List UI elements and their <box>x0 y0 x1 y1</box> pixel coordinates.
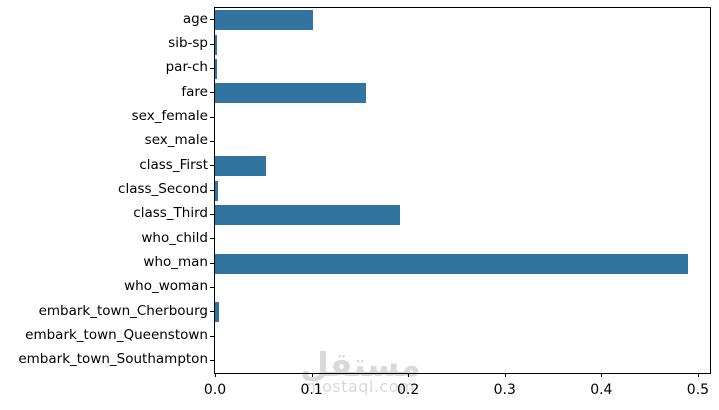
bar-embark_town_Cherbourg <box>215 302 219 323</box>
x-tick-mark <box>601 373 603 377</box>
x-tick-label: 0.2 <box>397 382 420 398</box>
x-tick-label: 0.0 <box>203 382 227 398</box>
bar-who_man <box>215 253 689 274</box>
y-tick-label: age <box>182 10 208 27</box>
y-tick-label: who_man <box>143 254 208 270</box>
bar-class_First <box>215 156 267 177</box>
bars-layer <box>215 8 710 373</box>
y-tick-mark <box>210 286 214 288</box>
y-tick-label: embark_town_Queenstown <box>25 327 208 343</box>
x-tick-mark <box>697 373 699 377</box>
y-tick-mark <box>210 43 214 45</box>
y-tick-mark <box>210 335 214 337</box>
y-tick-label: who_child <box>141 229 208 246</box>
y-tick-label: embark_town_Cherbourg <box>38 302 208 319</box>
y-tick-label: par-ch <box>165 59 208 76</box>
y-tick-label: class_Third <box>133 205 208 222</box>
bar-par-ch <box>215 58 217 79</box>
bar-fare <box>215 83 366 104</box>
y-tick-mark <box>210 116 214 118</box>
bar-age <box>215 10 313 31</box>
y-tick-mark <box>210 238 214 240</box>
y-tick-mark <box>210 311 214 313</box>
y-tick-label: who_woman <box>124 278 208 295</box>
y-tick-label: embark_town_Southampton <box>18 351 208 368</box>
bar-class_Second <box>215 180 218 201</box>
y-tick-mark <box>210 19 214 21</box>
y-tick-label: sib-sp <box>168 35 208 51</box>
y-tick-mark <box>210 262 214 264</box>
x-tick-mark <box>311 373 313 377</box>
x-tick-mark <box>215 373 216 377</box>
y-tick-mark <box>210 165 214 167</box>
plot-area <box>214 7 711 374</box>
x-tick-label: 0.4 <box>590 382 613 398</box>
x-tick-mark <box>408 373 410 377</box>
y-tick-label: sex_female <box>131 108 208 124</box>
y-tick-mark <box>210 67 214 69</box>
x-tick-label: 0.3 <box>493 382 516 398</box>
x-tick-mark <box>504 373 506 377</box>
y-tick-mark <box>210 189 214 191</box>
y-tick-mark <box>210 140 214 142</box>
y-tick-mark <box>210 359 214 361</box>
y-tick-label: class_Second <box>118 181 208 197</box>
x-tick-label: 0.1 <box>300 382 323 398</box>
y-tick-mark <box>210 92 214 94</box>
bar-sib-sp <box>215 34 217 55</box>
y-tick-mark <box>210 213 214 215</box>
y-tick-label: fare <box>181 83 208 100</box>
y-tick-label: class_First <box>139 156 208 173</box>
x-tick-label: 0.5 <box>686 382 710 398</box>
bar-class_Third <box>215 204 401 225</box>
y-tick-label: sex_male <box>144 132 208 149</box>
